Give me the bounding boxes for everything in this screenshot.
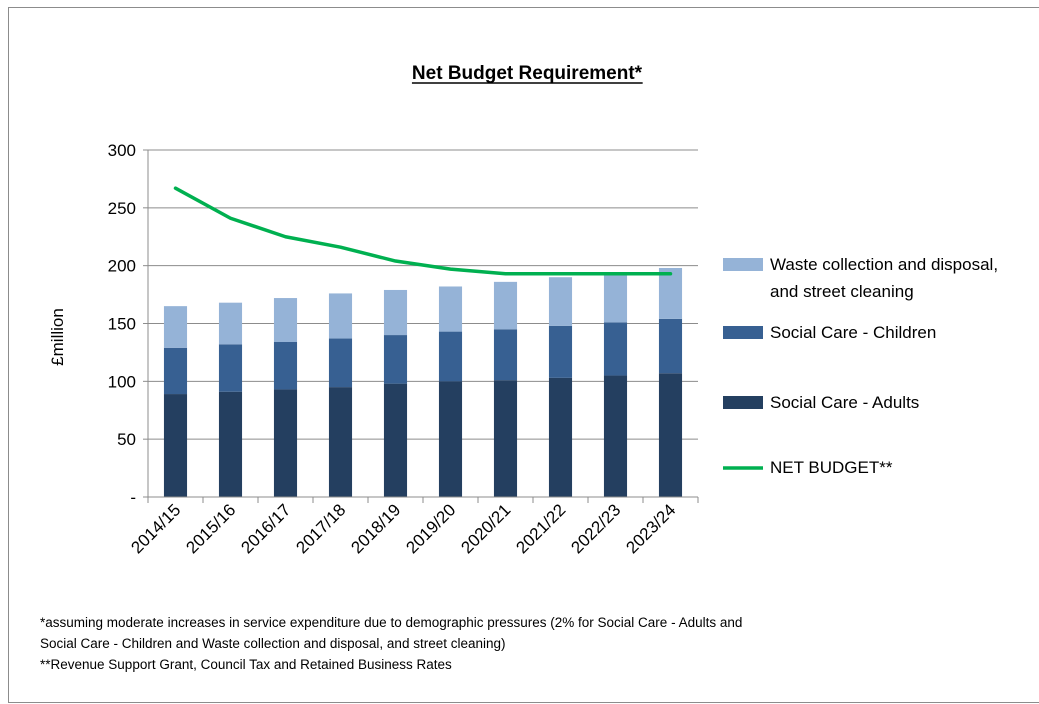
bar-segment [273,389,298,497]
legend-swatch [723,258,763,271]
bar-segment [493,281,518,330]
bar-segment [548,377,573,497]
bar-segment [658,318,683,374]
x-tick-label: 2014/15 [127,500,184,557]
legend-label: and street cleaning [770,282,914,301]
bar-segment [383,383,408,497]
legend-swatch [723,326,763,339]
footnote-line-3: **Revenue Support Grant, Council Tax and… [40,657,452,672]
bar-segment [658,373,683,497]
x-tick-label: 2022/23 [567,500,624,557]
legend-label: Social Care - Children [770,323,936,342]
legend-label: NET BUDGET** [770,458,893,477]
y-tick-label: - [130,488,136,507]
footnote-line-1: *assuming moderate increases in service … [40,615,743,630]
bar-segment [163,306,188,348]
bar-segment [493,329,518,381]
bar-segment [328,387,353,497]
bar-segment [493,380,518,497]
bar-segment [548,277,573,326]
legend-label: Social Care - Adults [770,393,919,412]
bar-segment [438,381,463,497]
footnotes: *assuming moderate increases in service … [40,612,940,675]
x-tick-label: 2016/17 [237,500,294,557]
x-tick-label: 2015/16 [182,500,239,557]
bars [163,267,683,497]
y-tick-label: 300 [108,141,136,160]
net-budget-line-layer [173,186,673,276]
bar-segment [383,289,408,336]
x-tick-label: 2021/22 [512,500,569,557]
legend: Waste collection and disposal, and street… [723,255,998,477]
y-tick-label: 100 [108,372,136,391]
bar-segment [603,273,628,323]
bar-segment [438,286,463,332]
bar-segment [438,331,463,382]
bar-segment [603,322,628,376]
footnote-line-2: Social Care - Children and Waste collect… [40,636,506,651]
axes [143,149,699,503]
bar-segment [328,293,353,339]
x-tick-label: 2017/18 [292,500,349,557]
x-tick-label: 2020/21 [457,500,514,557]
bar-segment [218,391,243,497]
y-tick-label: 150 [108,315,136,334]
bar-segment [548,325,573,378]
bar-segment [273,342,298,390]
bar-segment [603,375,628,497]
x-tick-label: 2023/24 [622,500,679,557]
bar-segment [218,344,243,392]
y-axis-label: £million [48,308,67,366]
bar-segment [218,302,243,345]
y-tick-label: 50 [117,430,136,449]
legend-label: Waste collection and disposal, [770,255,998,274]
bar-segment [163,394,188,497]
y-tick-labels: - 50 100 150 200 250 300 [108,141,136,507]
x-tick-labels: 2014/152015/162016/172017/182018/192019/… [127,500,679,557]
y-tick-label: 200 [108,257,136,276]
chart-title: Net Budget Requirement* [412,63,643,84]
bar-segment [658,267,683,319]
bar-segment [328,338,353,388]
x-tick-label: 2018/19 [347,500,404,557]
legend-swatch [723,396,763,409]
net-budget-line [173,186,673,276]
bar-segment [163,347,188,395]
bar-segment [273,298,298,343]
y-tick-label: 250 [108,199,136,218]
x-tick-label: 2019/20 [402,500,459,557]
bar-segment [383,335,408,384]
